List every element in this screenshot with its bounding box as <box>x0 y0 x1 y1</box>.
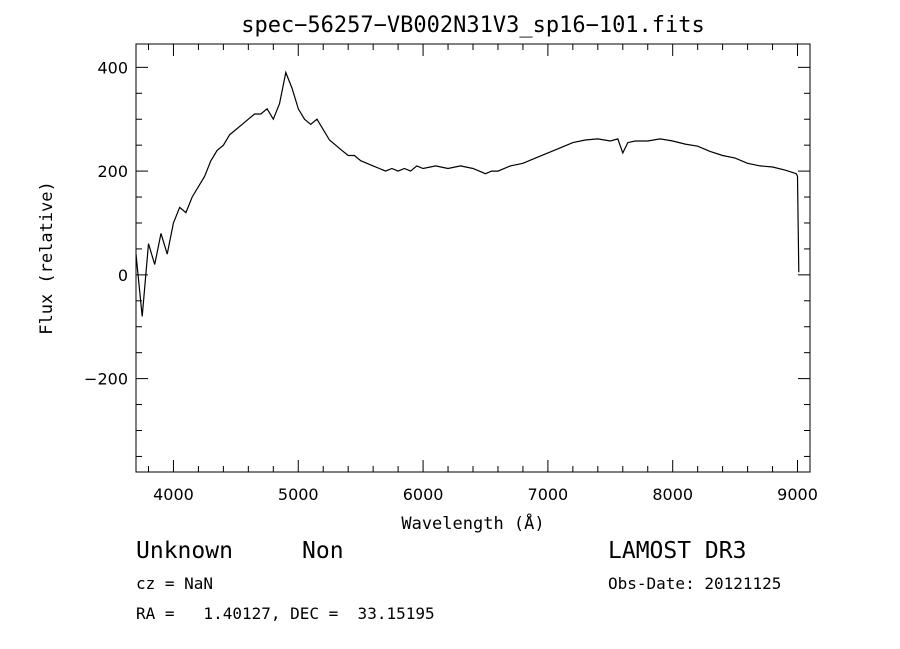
spectrum-series-line <box>136 70 800 317</box>
x-tick-label: 8000 <box>652 485 693 504</box>
y-tick-label: 200 <box>97 162 128 181</box>
x-tick-label: 7000 <box>528 485 569 504</box>
object-subclass: Non <box>302 538 344 564</box>
obs-date-label: Obs-Date: 20121125 <box>608 574 782 593</box>
y-tick-label: −200 <box>84 370 128 389</box>
x-tick-label: 6000 <box>403 485 444 504</box>
x-tick-label: 4000 <box>153 485 194 504</box>
survey-label: LAMOST DR3 <box>608 538 747 564</box>
redshift-label: cz = NaN <box>136 574 214 593</box>
y-tick-label: 400 <box>97 58 128 77</box>
chart-title: spec−56257−VB002N31V3_sp16−101.fits <box>241 13 705 38</box>
x-tick-label: 5000 <box>278 485 319 504</box>
y-axis-label: Flux (relative) <box>37 181 57 335</box>
x-tick-label: 9000 <box>777 485 818 504</box>
object-class: Unknown <box>136 538 233 564</box>
y-tick-label: 0 <box>118 266 128 285</box>
plot-frame <box>135 43 811 473</box>
coordinates-label: RA = 1.40127, DEC = 33.15195 <box>136 604 435 623</box>
x-axis-label: Wavelength (Å) <box>401 512 544 534</box>
